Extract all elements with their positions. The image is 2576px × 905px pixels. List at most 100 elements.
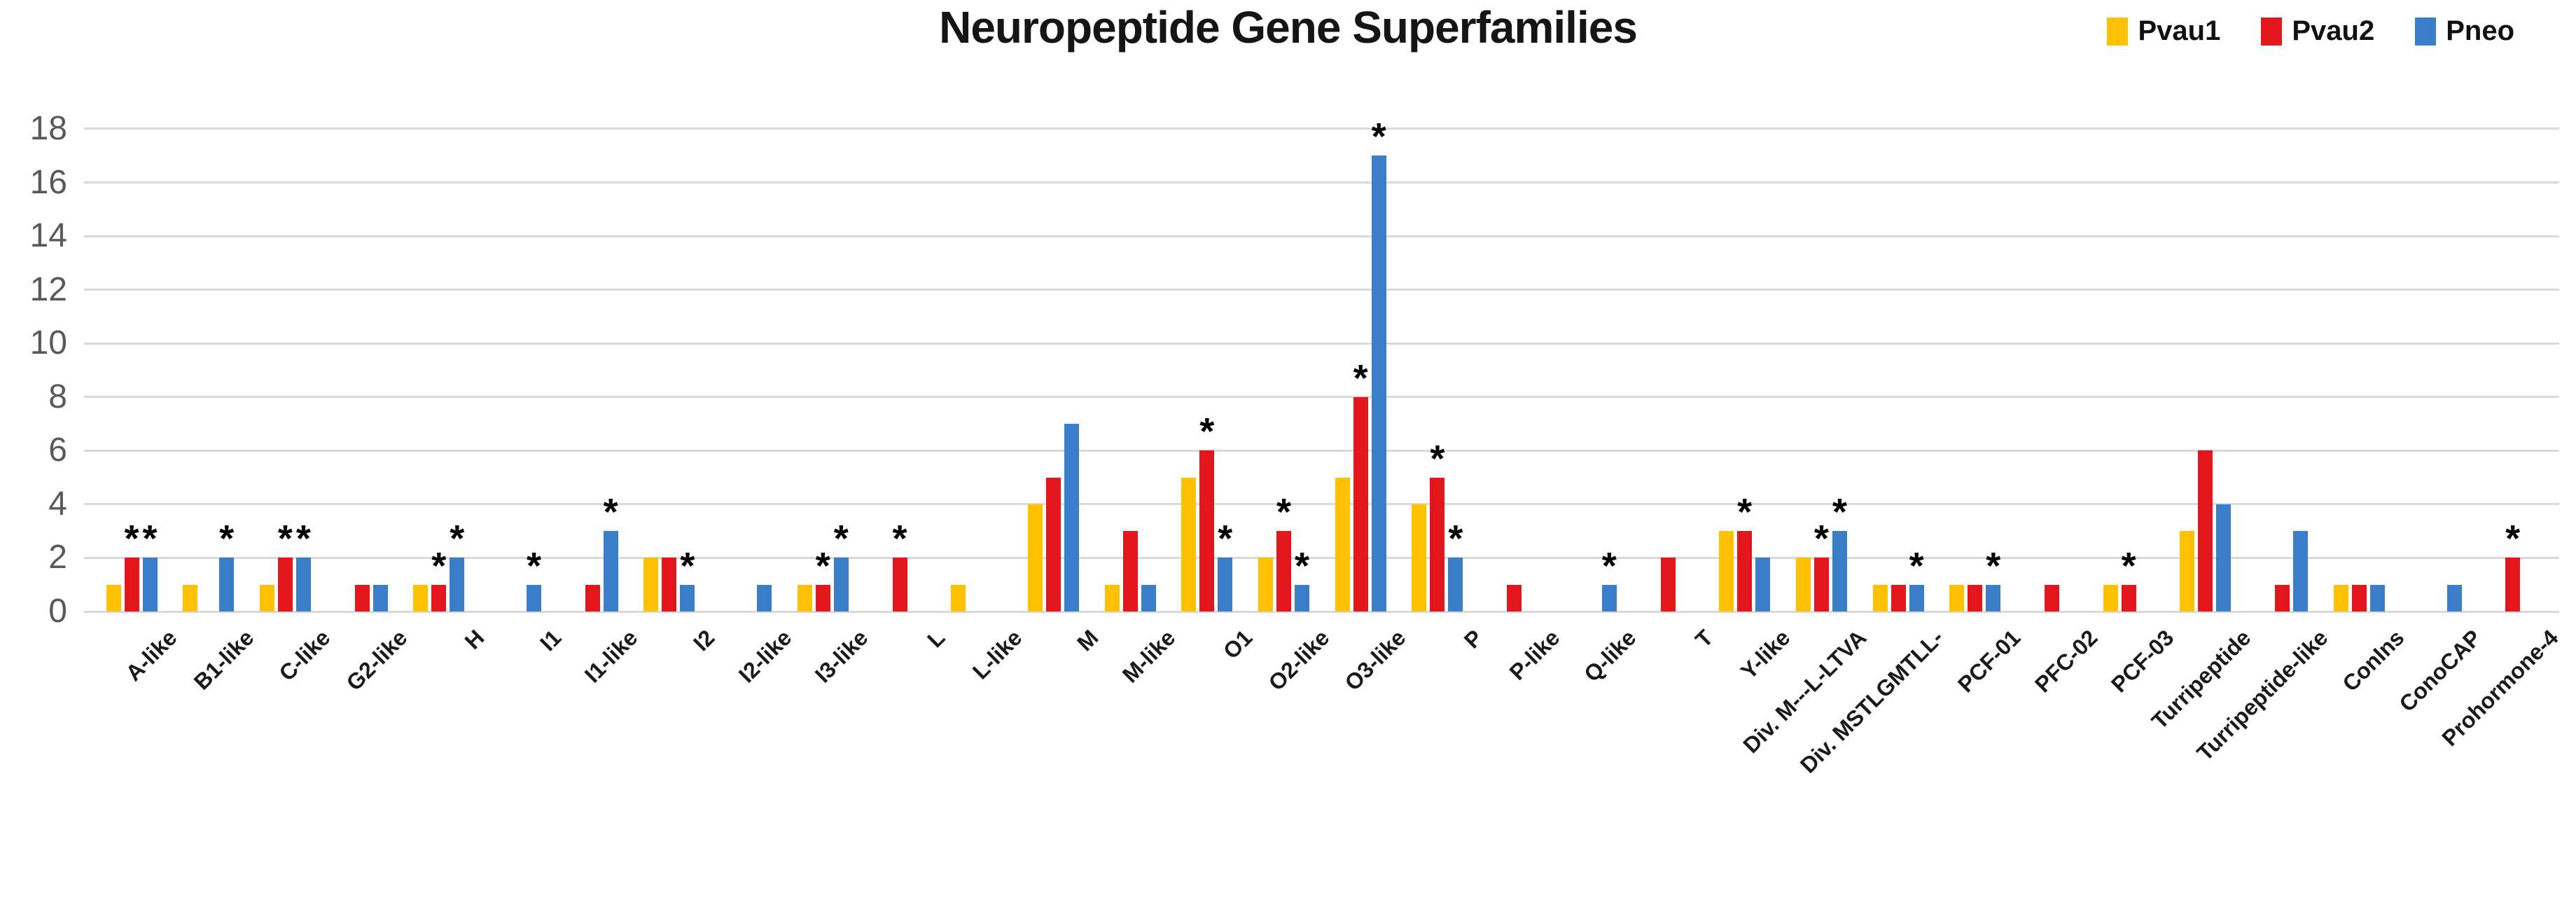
bar-Pvau2-I3-like: [815, 584, 830, 612]
bar-Pneo-C-like: [295, 558, 311, 612]
significance-asterisk: *: [450, 518, 465, 560]
bar-Pvau2-PCF-03: [2121, 584, 2136, 612]
chart-title: Neuropeptide Gene Superfamilies: [939, 2, 1638, 53]
bar-Pvau1-C-like: [259, 584, 274, 612]
bar-Pneo-G2-like: [373, 584, 388, 612]
legend-label-pvau2: Pvau2: [2292, 15, 2375, 46]
bar-Pvau2-A-like: [124, 558, 139, 612]
gridline-y-14: [84, 235, 2559, 237]
bar-Pvau1-P: [1412, 504, 1427, 612]
significance-asterisk: *: [1371, 116, 1386, 158]
legend-label-pneo: Pneo: [2446, 15, 2514, 46]
gridline-y-4: [84, 503, 2559, 506]
legend: Pvau1 Pvau2 Pneo: [2107, 15, 2514, 47]
bar-Pneo-Q-like: [1601, 584, 1617, 612]
bar-Pneo-I2-like: [757, 584, 772, 612]
bar-Pvau2-P: [1430, 477, 1445, 612]
bar-Pvau2-H: [431, 584, 447, 612]
bar-Pvau1-I3-like: [797, 584, 812, 612]
bar-Pneo-I2: [680, 584, 695, 612]
gridline-y-0: [84, 610, 2559, 613]
bar-Pneo-Div. MSTLGMTLL-: [1909, 584, 1924, 612]
bar-Pvau1-PCF-01: [1949, 584, 1965, 612]
legend-swatch-pvau2-icon: [2261, 17, 2283, 46]
bar-Pvau1-M-like: [1104, 584, 1120, 612]
bar-Pvau2-O3-like: [1353, 396, 1368, 612]
bar-Pvau1-B1-like: [183, 584, 198, 612]
legend-item-pneo: Pneo: [2415, 15, 2514, 47]
bar-Pvau1-Y-like: [1719, 531, 1734, 612]
bar-Pvau2-Y-like: [1737, 531, 1753, 612]
bar-Pvau1-I2: [643, 558, 659, 612]
significance-asterisk: *: [1832, 491, 1847, 534]
significance-asterisk: *: [1909, 544, 1924, 587]
y-axis-tick-label: 4: [48, 485, 67, 523]
significance-asterisk: *: [219, 518, 235, 560]
y-axis-tick-label: 14: [29, 217, 67, 255]
bar-Pneo-Turripeptide: [2216, 504, 2232, 612]
significance-asterisk: *: [2505, 518, 2521, 560]
significance-asterisk: *: [431, 544, 447, 587]
bar-Pneo-I3-like: [833, 558, 849, 612]
significance-asterisk: *: [1294, 544, 1309, 587]
bar-Pneo-M: [1064, 424, 1079, 612]
bar-Pvau2-O2-like: [1276, 531, 1291, 612]
legend-swatch-pvau1-icon: [2107, 17, 2129, 46]
bar-Pvau2-M: [1045, 477, 1061, 612]
bar-Pneo-M-like: [1141, 584, 1156, 612]
significance-asterisk: *: [1813, 518, 1829, 560]
bar-Pvau2-I1-like: [585, 584, 600, 612]
significance-asterisk: *: [603, 491, 618, 534]
gridline-y-18: [84, 127, 2559, 130]
bar-Pvau2-Div. M---L-LTVA: [1813, 558, 1829, 612]
significance-asterisk: *: [142, 518, 158, 560]
y-axis-tick-label: 8: [48, 378, 67, 415]
bar-Pneo-I1: [527, 584, 541, 612]
bar-Pvau2-ConIns: [2351, 584, 2367, 612]
bar-Pvau1-A-like: [106, 584, 121, 612]
legend-item-pvau1: Pvau1: [2107, 15, 2220, 47]
bar-Pvau2-Div. MSTLGMTLL-: [1891, 584, 1906, 612]
bar-Pvau2-L: [892, 558, 907, 612]
bar-Pvau1-O3-like: [1335, 477, 1350, 612]
bar-Pvau1-Turripeptide: [2180, 531, 2195, 612]
bar-Pvau1-Div. M---L-LTVA: [1795, 558, 1811, 612]
significance-asterisk: *: [680, 544, 695, 587]
y-axis-tick-label: 10: [29, 324, 67, 362]
bar-Pvau2-PCF-01: [1968, 584, 1983, 612]
bar-Pvau2-Turripeptide: [2198, 450, 2213, 612]
significance-asterisk: *: [833, 518, 849, 560]
legend-label-pvau1: Pvau1: [2138, 15, 2221, 46]
significance-asterisk: *: [1276, 491, 1291, 534]
y-axis-tick-label: 18: [29, 109, 67, 147]
bar-Pvau1-L-like: [951, 584, 966, 612]
bar-Pneo-PCF-01: [1986, 584, 2001, 612]
significance-asterisk: *: [1737, 491, 1753, 534]
bar-Pneo-O3-like: [1371, 156, 1386, 612]
gridline-y-2: [84, 556, 2559, 559]
significance-asterisk: *: [124, 518, 139, 560]
y-axis-tick-label: 6: [48, 431, 67, 469]
bar-Pvau2-C-like: [277, 558, 293, 612]
bar-Pvau1-M: [1027, 504, 1043, 612]
bar-Pneo-O2-like: [1295, 584, 1309, 612]
y-axis-tick-label: 12: [29, 270, 67, 308]
bar-Pvau2-G2-like: [354, 584, 370, 612]
y-axis-tick-label: 2: [48, 539, 67, 576]
bar-Pneo-O1: [1218, 558, 1233, 612]
gridline-y-6: [84, 449, 2559, 452]
bar-Pvau2-T: [1660, 558, 1676, 612]
bar-Pvau2-PFC-02: [2045, 584, 2059, 612]
significance-asterisk: *: [1986, 544, 2001, 587]
significance-asterisk: *: [1199, 410, 1215, 453]
gridline-y-12: [84, 289, 2559, 291]
significance-asterisk: *: [892, 518, 907, 560]
significance-asterisk: *: [1218, 518, 1233, 560]
bar-Pneo-Div. M---L-LTVA: [1832, 531, 1847, 612]
bar-Pvau1-O2-like: [1258, 558, 1273, 612]
bar-Pvau2-M-like: [1122, 531, 1138, 612]
bar-Pneo-I1-like: [603, 531, 618, 612]
y-axis-tick-label: 16: [29, 163, 67, 201]
bar-Pvau1-Div. MSTLGMTLL-: [1872, 584, 1888, 612]
